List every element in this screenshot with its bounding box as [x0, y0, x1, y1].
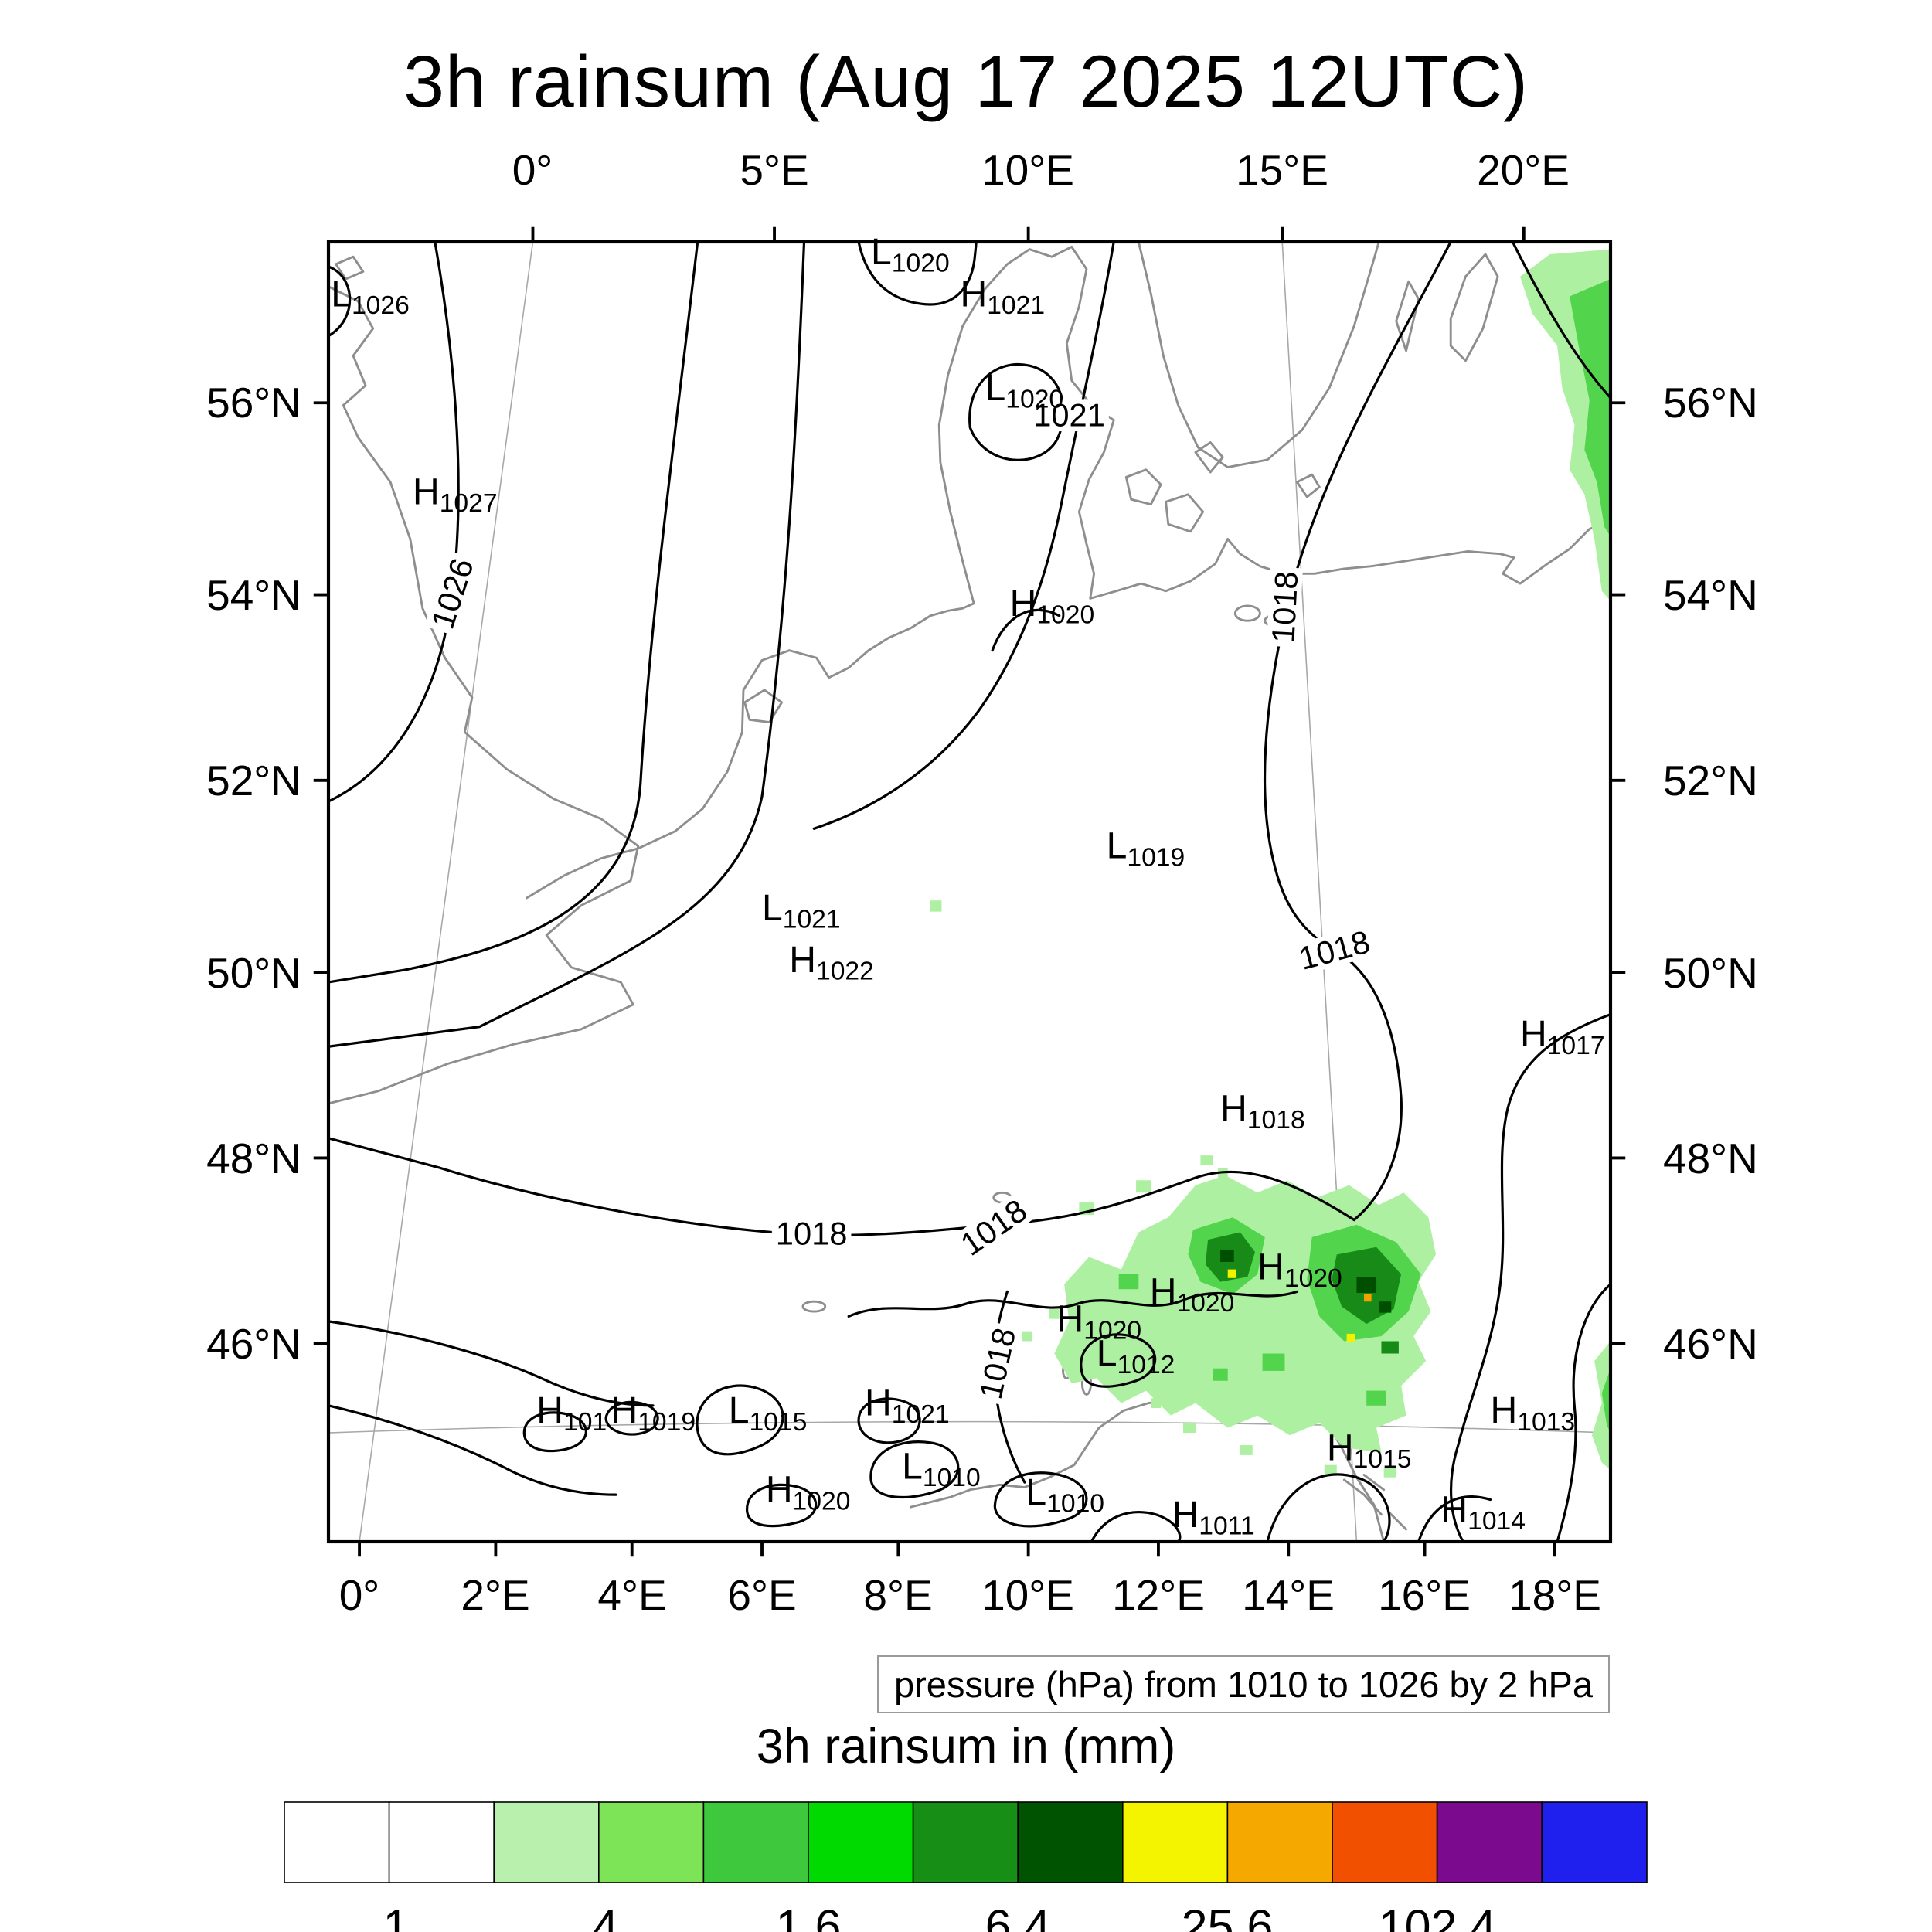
axis-label-bottom-4: 8°E	[863, 1571, 933, 1619]
svg-text:H1015: H1015	[1327, 1427, 1412, 1474]
rainfall-shading	[930, 249, 1611, 1478]
weather-map: 1026 1021 1018 1018 1018 1018 1018 L1026…	[313, 226, 1626, 1557]
svg-text:H1020: H1020	[1010, 583, 1095, 630]
axis-tick-marks	[313, 226, 1626, 1557]
legend-cell	[1122, 1801, 1229, 1883]
pressure-center-labels: L1026 H1027 L1020 H1021 L1020 H1020 L101…	[331, 231, 1604, 1541]
axis-label-bottom-5: 10°E	[981, 1571, 1074, 1619]
legend-cell	[388, 1801, 495, 1883]
svg-text:H1022: H1022	[789, 939, 874, 986]
axis-label-right-5: 46°N	[1663, 1320, 1758, 1368]
svg-text:H1020: H1020	[1057, 1298, 1142, 1345]
svg-text:L1010: L1010	[902, 1445, 981, 1492]
svg-text:H1019: H1019	[611, 1389, 696, 1437]
svg-text:L1026: L1026	[331, 273, 410, 320]
svg-text:H1011: H1011	[1172, 1494, 1255, 1541]
svg-text:H101: H101	[536, 1389, 607, 1437]
legend-cell	[1436, 1801, 1543, 1883]
axis-label-right-3: 50°N	[1663, 949, 1758, 997]
isobar-contours	[327, 240, 1612, 1543]
axis-label-left-1: 54°N	[206, 571, 301, 619]
legend-colorbar	[284, 1801, 1648, 1883]
axis-label-left-3: 50°N	[206, 949, 301, 997]
svg-text:H1021: H1021	[865, 1383, 950, 1430]
legend-tick-label: .4	[579, 1900, 619, 1932]
isobar-label: 1021	[1033, 397, 1105, 434]
svg-text:H1020: H1020	[1150, 1270, 1235, 1318]
axis-label-bottom-1: 2°E	[461, 1571, 530, 1619]
svg-text:H1021: H1021	[960, 273, 1045, 320]
svg-text:H1020: H1020	[1257, 1246, 1342, 1293]
legend-cell	[1226, 1801, 1333, 1883]
axis-label-right-0: 56°N	[1663, 379, 1758, 427]
legend-tick-label: 102.4	[1378, 1900, 1497, 1932]
legend-cell	[1017, 1801, 1124, 1883]
svg-text:L1019: L1019	[1107, 825, 1185, 872]
axis-label-bottom-2: 4°E	[597, 1571, 667, 1619]
legend-tick-label: 6.4	[985, 1900, 1051, 1932]
axis-label-bottom-9: 18°E	[1509, 1571, 1601, 1619]
pressure-note: pressure (hPa) from 1010 to 1026 by 2 hP…	[877, 1655, 1610, 1713]
axis-label-bottom-3: 6°E	[727, 1571, 797, 1619]
isobar-label: 1018	[776, 1216, 848, 1252]
coastlines	[327, 240, 1612, 1543]
svg-text:L1020: L1020	[871, 231, 950, 278]
axis-label-left-2: 52°N	[206, 757, 301, 804]
axis-label-right-4: 48°N	[1663, 1134, 1758, 1182]
legend-cell	[808, 1801, 914, 1883]
axis-label-bottom-6: 12°E	[1112, 1571, 1205, 1619]
legend-cell	[912, 1801, 1019, 1883]
legend-tick-label: 1.6	[775, 1900, 842, 1932]
legend-cell	[493, 1801, 600, 1883]
axis-label-right-1: 54°N	[1663, 571, 1758, 619]
svg-text:H1014: H1014	[1440, 1488, 1526, 1536]
svg-text:H1017: H1017	[1520, 1013, 1605, 1060]
legend-title: 3h rainsum in (mm)	[756, 1719, 1176, 1774]
legend-cell	[702, 1801, 809, 1883]
legend-cell	[1541, 1801, 1648, 1883]
svg-text:L1012: L1012	[1097, 1333, 1175, 1380]
axis-label-left-4: 48°N	[206, 1134, 301, 1182]
svg-text:L1010: L1010	[1026, 1471, 1104, 1519]
legend-cell	[597, 1801, 705, 1883]
svg-text:L1021: L1021	[762, 887, 841, 934]
axis-label-top-0: 0°	[512, 146, 553, 194]
axis-label-top-1: 5°E	[740, 146, 809, 194]
isobar-label: 1018	[1264, 570, 1304, 644]
axis-label-left-5: 46°N	[206, 1320, 301, 1368]
axis-label-top-2: 10°E	[981, 146, 1074, 194]
isobar-label: 1026	[424, 554, 481, 634]
svg-text:H1027: H1027	[413, 471, 498, 519]
svg-text:H1013: H1013	[1491, 1389, 1576, 1437]
svg-text:L1020: L1020	[985, 367, 1064, 414]
axis-label-top-3: 15°E	[1236, 146, 1328, 194]
axis-label-bottom-8: 16°E	[1378, 1571, 1471, 1619]
isobar-label: 1018	[972, 1325, 1022, 1402]
isobar-label: 1018	[1295, 923, 1374, 977]
legend-tick-label: .1	[369, 1900, 410, 1932]
axis-label-bottom-7: 14°E	[1242, 1571, 1335, 1619]
map-frame	[326, 240, 1613, 1544]
axis-label-bottom-0: 0°	[338, 1571, 380, 1619]
svg-text:H1018: H1018	[1220, 1087, 1305, 1134]
axis-label-right-2: 52°N	[1663, 757, 1758, 804]
svg-text:L1015: L1015	[729, 1389, 808, 1437]
svg-text:H1020: H1020	[766, 1469, 851, 1516]
page-title: 3h rainsum (Aug 17 2025 12UTC)	[403, 41, 1529, 123]
legend-cell	[1332, 1801, 1438, 1883]
legend-cell	[284, 1801, 390, 1883]
legend-tick-label: 25.6	[1181, 1900, 1274, 1932]
axis-label-top-4: 20°E	[1477, 146, 1570, 194]
axis-label-left-0: 56°N	[206, 379, 301, 427]
